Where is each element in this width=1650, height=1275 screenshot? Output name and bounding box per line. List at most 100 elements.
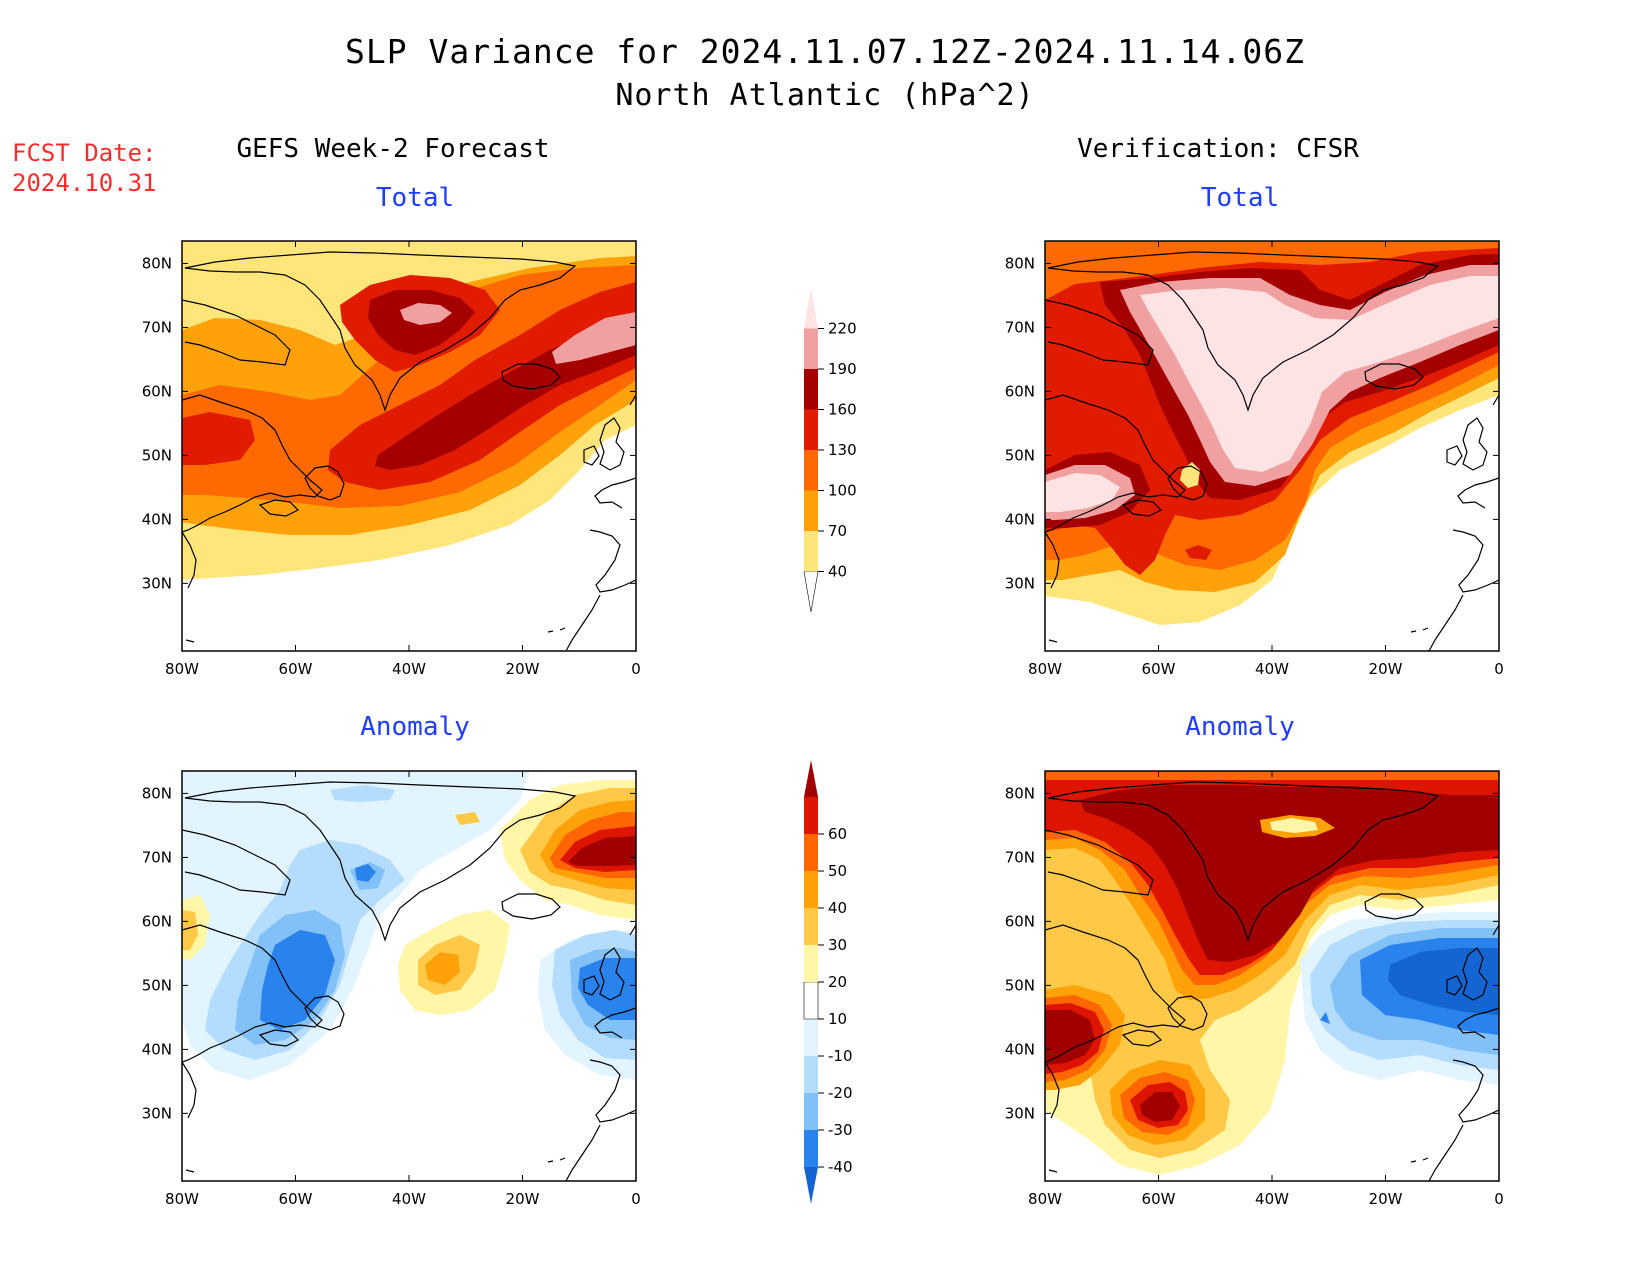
verification-total-map bbox=[1045, 241, 1499, 651]
lat-tick-label: 40N bbox=[142, 1040, 172, 1058]
lat-tick-label: 80N bbox=[142, 784, 172, 802]
panel-title-forecast-anomaly: Anomaly bbox=[360, 712, 470, 742]
lat-tick-label: 50N bbox=[142, 446, 172, 464]
lat-tick-label: 50N bbox=[1005, 446, 1035, 464]
figure-subtitle: North Atlantic (hPa^2) bbox=[615, 78, 1035, 113]
panel-title-verification-anomaly: Anomaly bbox=[1185, 712, 1295, 742]
lat-tick-label: 40N bbox=[1005, 1040, 1035, 1058]
colorbar-swatch bbox=[804, 908, 818, 945]
lon-tick-label: 20W bbox=[1369, 1190, 1403, 1208]
lon-tick-label: 20W bbox=[1369, 660, 1403, 678]
lat-tick-label: 30N bbox=[142, 574, 172, 592]
lon-tick-label: 0 bbox=[1494, 660, 1504, 678]
left-column-title: GEFS Week-2 Forecast bbox=[236, 134, 550, 164]
colorbar-label: -30 bbox=[828, 1121, 853, 1139]
colorbar-swatch bbox=[804, 409, 818, 450]
colorbar-swatch bbox=[804, 1019, 818, 1056]
colorbar-swatch bbox=[804, 1093, 818, 1130]
lon-tick-label: 20W bbox=[506, 660, 540, 678]
colorbar-label: 20 bbox=[828, 973, 847, 991]
colorbar-swatch bbox=[804, 1167, 818, 1204]
colorbar-swatch bbox=[804, 797, 818, 834]
colorbar-label: 40 bbox=[828, 899, 847, 917]
lat-tick-label: 70N bbox=[142, 318, 172, 336]
lon-tick-label: 80W bbox=[165, 660, 199, 678]
colorbar-label: 60 bbox=[828, 825, 847, 843]
colorbar-anomaly: -40 -30 -20 -10 10 20 30 40 50 60 bbox=[803, 760, 853, 1204]
colorbar-label: 70 bbox=[828, 522, 847, 540]
lon-tick-label: 40W bbox=[1255, 660, 1289, 678]
colorbar-swatch bbox=[804, 531, 818, 572]
lon-tick-label: 60W bbox=[279, 1190, 313, 1208]
lat-tick-label: 30N bbox=[1005, 574, 1035, 592]
colorbar-swatch bbox=[804, 945, 818, 982]
colorbar-label: 160 bbox=[828, 401, 857, 419]
colorbar-swatch bbox=[804, 834, 818, 871]
map-axes: 80W 60W 40W 20W 0 80N 70N 60N 50N 40N 30N 80W 60W 40W… bbox=[142, 241, 1504, 1208]
colorbar-swatch bbox=[804, 871, 818, 908]
figure-title: SLP Variance for 2024.11.07.12Z-2024.11.… bbox=[345, 32, 1305, 71]
lat-tick-label: 50N bbox=[142, 976, 172, 994]
colorbar-swatch bbox=[804, 1130, 818, 1167]
right-column-title: Verification: CFSR bbox=[1077, 134, 1359, 164]
lon-tick-label: 80W bbox=[165, 1190, 199, 1208]
colorbar-swatch bbox=[804, 450, 818, 491]
colorbar-label: 220 bbox=[828, 320, 857, 338]
colorbar-total: 40 70 100 130 160 190 220 bbox=[803, 288, 857, 613]
forecast-date-value: 2024.10.31 bbox=[12, 169, 157, 197]
forecast-date-block: FCST Date: 2024.10.31 bbox=[12, 138, 157, 198]
lat-tick-label: 60N bbox=[142, 912, 172, 930]
lat-tick-label: 70N bbox=[1005, 848, 1035, 866]
lat-tick-label: 40N bbox=[1005, 510, 1035, 528]
verification-anomaly-map bbox=[1045, 771, 1499, 1181]
colorbar-label: 50 bbox=[828, 862, 847, 880]
lat-tick-label: 70N bbox=[1005, 318, 1035, 336]
colorbar-swatch bbox=[804, 490, 818, 531]
forecast-total-map bbox=[182, 241, 636, 651]
colorbar-swatch bbox=[804, 288, 818, 329]
lat-tick-label: 70N bbox=[142, 848, 172, 866]
lat-tick-label: 80N bbox=[1005, 784, 1035, 802]
lat-tick-label: 30N bbox=[1005, 1104, 1035, 1122]
colorbar-swatch bbox=[804, 1056, 818, 1093]
colorbar-swatch bbox=[804, 328, 818, 369]
colorbar-label: -10 bbox=[828, 1047, 853, 1065]
colorbar-swatch bbox=[803, 981, 819, 1020]
panel-title-verification-total: Total bbox=[1200, 183, 1280, 213]
lat-tick-label: 50N bbox=[1005, 976, 1035, 994]
lon-tick-label: 0 bbox=[631, 1190, 641, 1208]
lon-tick-label: 40W bbox=[392, 1190, 426, 1208]
lat-tick-label: 80N bbox=[1005, 254, 1035, 272]
lon-tick-label: 0 bbox=[631, 660, 641, 678]
lon-tick-label: 60W bbox=[1142, 660, 1176, 678]
colorbar-label: 190 bbox=[828, 360, 857, 378]
colorbar-label: 30 bbox=[828, 936, 847, 954]
lon-tick-label: 60W bbox=[1142, 1190, 1176, 1208]
lon-tick-label: 60W bbox=[279, 660, 313, 678]
lat-tick-label: 60N bbox=[1005, 382, 1035, 400]
lat-tick-label: 30N bbox=[142, 1104, 172, 1122]
lat-tick-label: 40N bbox=[142, 510, 172, 528]
colorbar-label: 40 bbox=[828, 563, 847, 581]
lat-tick-label: 60N bbox=[142, 382, 172, 400]
forecast-anomaly-map bbox=[182, 771, 636, 1181]
colorbar-label: -40 bbox=[828, 1158, 853, 1176]
lon-tick-label: 80W bbox=[1028, 660, 1062, 678]
lon-tick-label: 40W bbox=[392, 660, 426, 678]
colorbar-swatch bbox=[803, 571, 819, 613]
colorbar-swatch bbox=[804, 760, 818, 797]
lat-tick-label: 80N bbox=[142, 254, 172, 272]
lon-tick-label: 40W bbox=[1255, 1190, 1289, 1208]
lon-tick-label: 80W bbox=[1028, 1190, 1062, 1208]
colorbar-label: 10 bbox=[828, 1010, 847, 1028]
lon-tick-label: 20W bbox=[506, 1190, 540, 1208]
colorbar-label: 100 bbox=[828, 482, 857, 500]
colorbar-swatch bbox=[804, 369, 818, 410]
forecast-date-label: FCST Date: bbox=[12, 139, 157, 167]
lat-tick-label: 60N bbox=[1005, 912, 1035, 930]
colorbar-label: -20 bbox=[828, 1084, 853, 1102]
lon-tick-label: 0 bbox=[1494, 1190, 1504, 1208]
colorbar-label: 130 bbox=[828, 441, 857, 459]
panel-title-forecast-total: Total bbox=[375, 183, 455, 213]
